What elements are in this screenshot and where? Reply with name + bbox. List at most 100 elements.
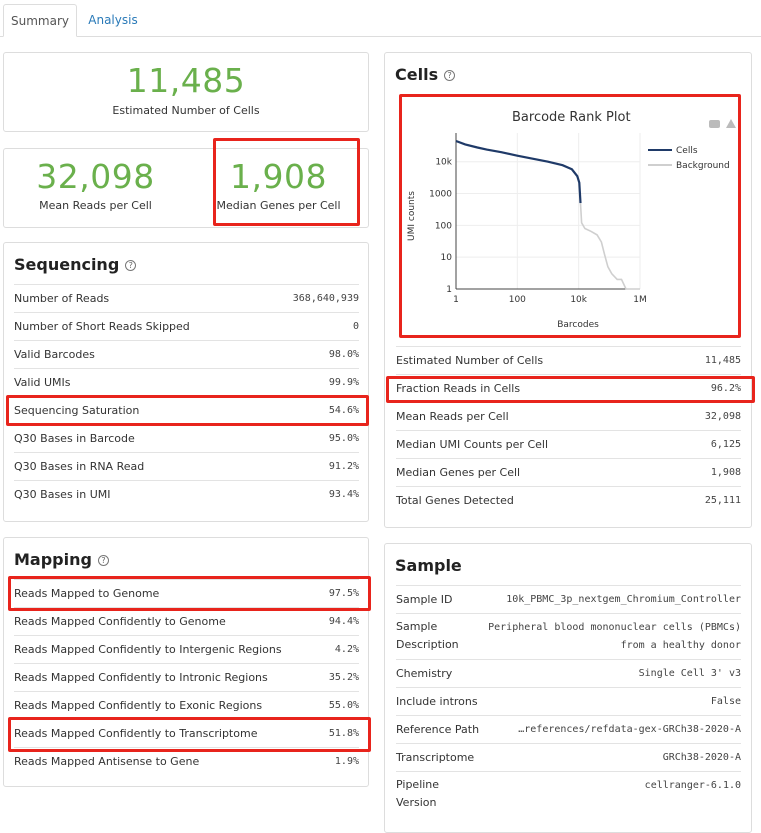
metric-row: Reads Mapped Confidently to Exonic Regio…	[14, 691, 359, 719]
metric-row: Q30 Bases in RNA Read 91.2%	[14, 452, 359, 480]
metric-row: Reads Mapped Confidently to Transcriptom…	[14, 719, 359, 747]
metric-label: Transcriptome	[396, 751, 475, 764]
metric-value: 94.4%	[328, 616, 359, 627]
sequencing-card: Sequencing? Number of Reads 368,640,939 Nu…	[3, 242, 369, 522]
metric-label: Include introns	[396, 695, 478, 708]
metric-label: Mean Reads per Cell	[396, 410, 509, 423]
metric-value: Single Cell 3' v3	[638, 668, 741, 679]
metric-row: Median Genes per Cell 1,908	[396, 458, 741, 486]
metric-value: Peripheral blood mononuclear cells (PBMC…	[488, 622, 741, 651]
metric-value: …references/refdata-gex-GRCh38-2020-A	[518, 724, 741, 735]
metric-label: Reference Path	[396, 723, 480, 736]
y-tick-label: 10k	[435, 158, 452, 168]
metric-label: Q30 Bases in Barcode	[14, 432, 135, 445]
metric-label: Chemistry	[396, 667, 453, 680]
metric-label: Reads Mapped Confidently to Intergenic R…	[14, 643, 282, 656]
metric-label: Total Genes Detected	[396, 494, 514, 507]
metric-value: 54.6%	[328, 405, 359, 416]
tab-analysis[interactable]: Analysis	[88, 13, 138, 27]
metric-row: Number of Short Reads Skipped 0	[14, 312, 359, 340]
metric-row: Valid Barcodes 98.0%	[14, 340, 359, 368]
estimated-cells-label: Estimated Number of Cells	[112, 104, 260, 117]
metric-value: False	[710, 696, 741, 707]
mapping-card: Mapping? Reads Mapped to Genome 97.5% Read…	[3, 537, 369, 787]
metric-row: Reads Mapped Confidently to Genome 94.4%	[14, 607, 359, 635]
metric-value: 35.2%	[328, 672, 359, 683]
metric-value: 1.9%	[334, 756, 359, 767]
mean-reads-metric: 32,098 Mean Reads per Cell	[4, 149, 187, 229]
metric-row: Pipeline Version cellranger-6.1.0	[396, 771, 741, 815]
camera-icon[interactable]	[709, 120, 720, 128]
metric-value: 368,640,939	[292, 293, 359, 304]
median-genes-metric: 1,908 Median Genes per Cell	[187, 149, 370, 229]
metric-row: Number of Reads 368,640,939	[14, 284, 359, 312]
metric-label: Median Genes per Cell	[396, 466, 521, 479]
metric-label: Q30 Bases in RNA Read	[14, 460, 145, 473]
x-tick-label: 1M	[633, 295, 647, 305]
metric-value: 95.0%	[328, 433, 359, 444]
legend-label-cells: Cells	[676, 146, 698, 156]
metric-row: Include introns False	[396, 687, 741, 715]
metric-value: 98.0%	[328, 349, 359, 360]
series-line-cells	[455, 139, 582, 204]
metric-label: Pipeline Version	[396, 778, 440, 809]
home-icon[interactable]	[726, 119, 736, 128]
metric-label: Valid Barcodes	[14, 348, 95, 361]
legend-label-background: Background	[676, 161, 730, 171]
metric-value: 97.5%	[328, 588, 359, 599]
metric-label: Number of Reads	[14, 292, 110, 305]
metric-row: Reads Mapped Antisense to Gene 1.9%	[14, 747, 359, 775]
x-axis-label: Barcodes	[557, 320, 599, 330]
y-axis-label: UMI counts	[407, 191, 417, 241]
reads-genes-card: 32,098 Mean Reads per Cell 1,908 Median …	[3, 148, 369, 228]
metric-label: Fraction Reads in Cells	[396, 382, 521, 395]
metric-row: Chemistry Single Cell 3' v3	[396, 659, 741, 687]
help-icon[interactable]: ?	[444, 70, 456, 81]
metric-row: Estimated Number of Cells 11,485	[396, 346, 741, 374]
plot-title: Barcode Rank Plot	[512, 110, 631, 125]
metric-value: GRCh38-2020-A	[662, 752, 741, 763]
metric-value: 93.4%	[328, 489, 359, 500]
metric-value: 91.2%	[328, 461, 359, 472]
median-genes-label: Median Genes per Cell	[216, 199, 341, 212]
metric-label: Number of Short Reads Skipped	[14, 320, 190, 333]
mean-reads-value: 32,098	[36, 157, 155, 196]
metric-row: Reference Path …references/refdata-gex-GR…	[396, 715, 741, 743]
metric-label: Q30 Bases in UMI	[14, 488, 111, 501]
sample-card: Sample Sample ID 10k_PBMC_3p_nextgem_Chro…	[384, 543, 752, 833]
metric-value: cellranger-6.1.0	[644, 780, 741, 791]
metric-row: Valid UMIs 99.9%	[14, 368, 359, 396]
metric-value: 6,125	[710, 439, 741, 450]
metric-row: Fraction Reads in Cells 96.2%	[396, 374, 741, 402]
metric-row: Reads Mapped Confidently to Intronic Reg…	[14, 663, 359, 691]
x-tick-label: 10k	[570, 295, 587, 305]
series-line-background	[579, 203, 640, 290]
metric-row: Reads Mapped Confidently to Intergenic R…	[14, 635, 359, 663]
metric-row: Median UMI Counts per Cell 6,125	[396, 430, 741, 458]
metric-value: 51.8%	[328, 728, 359, 739]
metric-value: 32,098	[704, 411, 741, 422]
metric-label: Sample Description	[396, 620, 459, 651]
metric-row: Sequencing Saturation 54.6%	[14, 396, 359, 424]
x-tick-label: 100	[509, 295, 526, 305]
metric-row: Sample ID 10k_PBMC_3p_nextgem_Chromium_Co…	[396, 585, 741, 613]
help-icon[interactable]: ?	[97, 555, 109, 566]
estimated-cells-value: 11,485	[126, 61, 246, 100]
mapping-title: Mapping?	[14, 550, 109, 569]
metric-label: Reads Mapped Confidently to Intronic Reg…	[14, 671, 268, 684]
tab-summary[interactable]: Summary	[3, 4, 77, 37]
metric-value: 10k_PBMC_3p_nextgem_Chromium_Controller	[506, 594, 741, 605]
metric-row: Mean Reads per Cell 32,098	[396, 402, 741, 430]
metric-row: Reads Mapped to Genome 97.5%	[14, 579, 359, 607]
estimated-cells-card: 11,485 Estimated Number of Cells	[3, 52, 369, 132]
sample-title: Sample	[395, 556, 462, 575]
y-tick-label: 1000	[429, 190, 452, 200]
barcode-rank-plot: Barcode Rank Plot 1 100 10k 1M 1 10 100 1000 10k…	[402, 97, 740, 339]
metric-label: Median UMI Counts per Cell	[396, 438, 549, 451]
metric-row: Transcriptome GRCh38-2020-A	[396, 743, 741, 771]
x-tick-label: 1	[453, 295, 459, 305]
metric-row: Q30 Bases in UMI 93.4%	[14, 480, 359, 508]
help-icon[interactable]: ?	[125, 260, 137, 271]
metric-value: 55.0%	[328, 700, 359, 711]
sequencing-title: Sequencing?	[14, 255, 137, 274]
